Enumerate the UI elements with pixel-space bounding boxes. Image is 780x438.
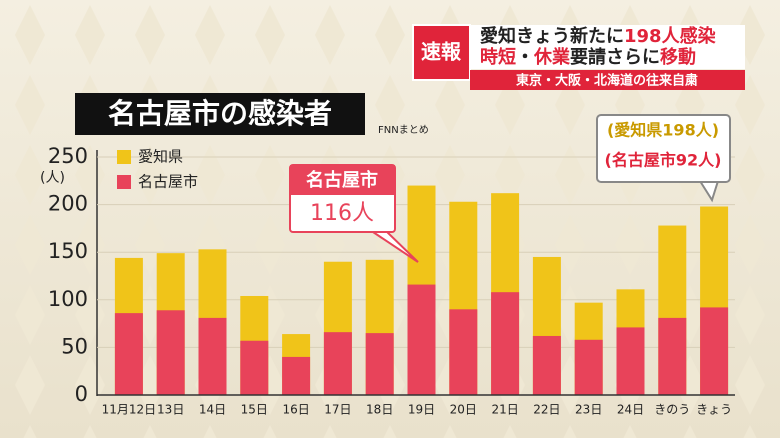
- x-tick-label: きょう: [696, 403, 732, 417]
- bar: [407, 284, 436, 395]
- y-tick-label: 100: [48, 287, 88, 311]
- x-tick-label: 19日: [408, 403, 435, 417]
- bar: [365, 333, 394, 395]
- bar: [574, 339, 603, 395]
- x-tick-label: 24日: [617, 403, 644, 417]
- legend-swatch: [117, 175, 131, 189]
- headline-part: 要請さらに: [570, 46, 660, 68]
- legend-label: 愛知県: [138, 148, 183, 166]
- title-box: [75, 93, 365, 135]
- callout-box: [596, 114, 731, 183]
- headline-part: 移動: [660, 46, 696, 68]
- bar: [658, 317, 687, 395]
- bar: [156, 310, 185, 395]
- y-tick-label: 0: [75, 382, 88, 406]
- x-tick-label: 14日: [199, 403, 226, 417]
- headline-part: 愛知きょう新たに: [480, 25, 624, 47]
- legend-swatch: [117, 150, 131, 164]
- bar: [700, 307, 729, 395]
- headline-part: 休業: [533, 46, 571, 68]
- tag: 速報: [421, 40, 462, 64]
- sub-box: [470, 70, 745, 90]
- bar: [532, 335, 561, 395]
- tag-box: [412, 24, 471, 81]
- bar: [114, 313, 143, 395]
- sub-headline: 東京・大阪・北海道の往来自粛: [516, 73, 698, 89]
- x-tick-label: 23日: [575, 403, 602, 417]
- callout-text: (名古屋市92人): [605, 151, 722, 170]
- x-tick-label: 13日: [157, 403, 184, 417]
- callout-text: 116人: [310, 201, 374, 226]
- headline-part: ・: [516, 47, 534, 68]
- bar: [282, 356, 311, 395]
- callout-text: 名古屋市: [306, 169, 378, 191]
- y-axis-label: (人): [40, 170, 65, 186]
- callout-head: [290, 165, 395, 195]
- x-tick-label: 15日: [241, 403, 268, 417]
- y-tick-label: 50: [61, 334, 88, 358]
- x-tick-label: きのう: [654, 403, 690, 417]
- chart-title: 名古屋市の感染者: [108, 97, 332, 130]
- bar: [198, 317, 227, 395]
- y-tick-label: 150: [48, 239, 88, 263]
- x-tick-label: 18日: [366, 403, 393, 417]
- callout-text: (愛知県198人): [607, 121, 719, 140]
- y-tick-label: 250: [48, 144, 88, 168]
- bar: [616, 327, 645, 395]
- bar: [323, 332, 352, 395]
- headline-line: 時短・休業要請さらに移動: [480, 46, 696, 68]
- legend-label: 名古屋市: [138, 173, 198, 191]
- x-tick-label: 20日: [450, 403, 477, 417]
- bar: [240, 340, 269, 395]
- headline-line: 愛知きょう新たに198人感染: [480, 25, 717, 47]
- bar: [449, 309, 478, 395]
- y-tick-label: 200: [48, 192, 88, 216]
- headline-box: [470, 25, 745, 69]
- headline-part: 198人感染: [624, 25, 717, 47]
- headline-part: 時短: [480, 46, 516, 68]
- x-tick-label: 16日: [282, 403, 309, 417]
- bar: [491, 292, 520, 395]
- x-tick-label: 17日: [324, 403, 351, 417]
- source: FNNまとめ: [378, 124, 429, 136]
- x-tick-label: 22日: [533, 403, 560, 417]
- x-tick-label: 21日: [491, 403, 518, 417]
- x-tick-label: 11月12日: [102, 403, 157, 417]
